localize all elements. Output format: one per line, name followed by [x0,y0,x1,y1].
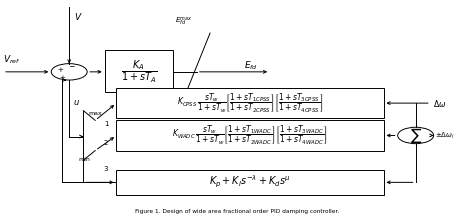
Text: min: min [79,157,91,162]
FancyBboxPatch shape [117,120,383,151]
Text: $V_{ref}$: $V_{ref}$ [3,54,21,66]
Text: $K_{CPSS}\,\dfrac{sT_w}{1+sT_w}\left[\dfrac{1+sT_{1CPSS}}{1+sT_{2CPSS}}\right]\l: $K_{CPSS}\,\dfrac{sT_w}{1+sT_w}\left[\df… [177,91,323,115]
FancyBboxPatch shape [117,88,383,118]
Text: $E_{fd}^{max}$: $E_{fd}^{max}$ [174,16,192,28]
Text: $K_p + K_I s^{-\lambda} + K_d s^{\mu}$: $K_p + K_I s^{-\lambda} + K_d s^{\mu}$ [209,174,291,191]
Text: $\Delta\omega$: $\Delta\omega$ [433,98,447,109]
Text: $\pm\Delta\omega_i$: $\pm\Delta\omega_i$ [436,130,456,141]
FancyBboxPatch shape [117,170,383,195]
Text: max: max [88,111,102,116]
Text: 3: 3 [104,166,108,172]
Text: +: + [57,67,63,73]
Text: 2: 2 [104,140,108,146]
Text: $V$: $V$ [74,12,82,23]
Text: 1: 1 [104,121,108,127]
Text: $E_{fd}^{min}$: $E_{fd}^{min}$ [174,105,191,118]
Text: $\sum$: $\sum$ [410,126,422,145]
Text: −: − [68,62,75,71]
Text: Figure 1. Design of wide area fractional order PID damping controller.: Figure 1. Design of wide area fractional… [135,209,339,214]
Text: $\dfrac{K_A}{1+sT_A}$: $\dfrac{K_A}{1+sT_A}$ [121,58,157,85]
Text: $u$: $u$ [73,97,80,107]
Text: +: + [59,75,65,81]
Text: $K_{WADC}\,\dfrac{sT_w}{1+sT_w}\left[\dfrac{1+sT_{1WADC}}{1+sT_{2WADC}}\right]\l: $K_{WADC}\,\dfrac{sT_w}{1+sT_w}\left[\df… [172,124,328,147]
FancyBboxPatch shape [105,50,173,92]
Text: $E_{fd}$: $E_{fd}$ [244,59,258,72]
